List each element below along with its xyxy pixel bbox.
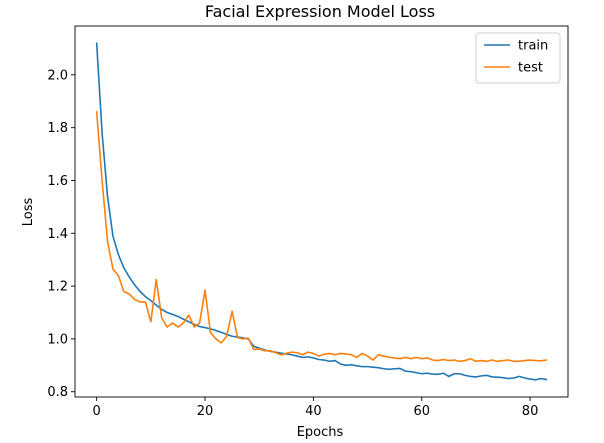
y-tick-label: 2.0: [47, 68, 68, 83]
legend-label-test: test: [518, 61, 543, 76]
y-tick-label: 1.4: [47, 227, 68, 242]
y-tick-label: 1.8: [47, 121, 68, 136]
chart-title: Facial Expression Model Loss: [205, 2, 435, 21]
y-tick-label: 1.0: [47, 332, 68, 347]
y-axis-label: Loss: [21, 198, 36, 227]
x-tick-label: 0: [93, 404, 101, 419]
y-tick-label: 1.6: [47, 174, 68, 189]
x-axis-label: Epochs: [297, 425, 344, 440]
series-line-train: [95, 42, 548, 381]
x-tick-label: 80: [522, 404, 539, 419]
plot-area: 0 20 40 60 80 0.8 1.0 1.2 1.4 1.6 1.8 2.0: [47, 25, 569, 419]
y-tick-label: 0.8: [47, 385, 68, 400]
legend: train test: [475, 32, 561, 84]
plot-frame: [74, 25, 569, 398]
x-tick-label: 20: [197, 404, 214, 419]
y-tick-label: 1.2: [47, 280, 68, 295]
legend-label-train: train: [518, 39, 548, 54]
x-tick-label: 60: [413, 404, 430, 419]
x-tick-label: 40: [305, 404, 322, 419]
series-line-test: [95, 110, 548, 363]
